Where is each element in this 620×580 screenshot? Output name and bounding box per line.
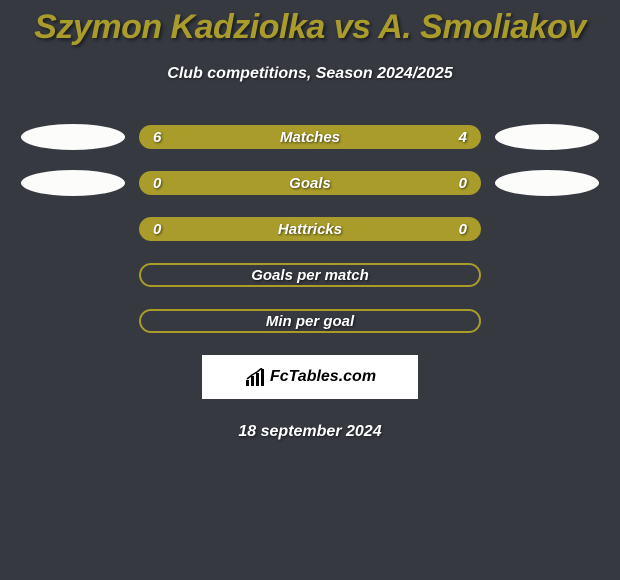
stat-label: Hattricks (278, 221, 342, 238)
logo: FcTables.com (244, 368, 376, 386)
stat-row: 0 Hattricks 0 (0, 217, 620, 241)
logo-box: FcTables.com (202, 355, 418, 399)
stat-bar-hattricks: 0 Hattricks 0 (139, 217, 481, 241)
right-value: 0 (459, 175, 467, 192)
logo-text: FcTables.com (270, 368, 376, 386)
stat-rows: 6 Matches 4 0 Goals 0 0 Hattricks 0 (0, 125, 620, 333)
stat-label: Min per goal (266, 313, 354, 330)
left-value: 0 (153, 175, 161, 192)
right-marker (495, 170, 599, 196)
right-value: 0 (459, 221, 467, 238)
stat-label: Goals per match (251, 267, 369, 284)
left-marker (21, 124, 125, 150)
stat-row: Goals per match (0, 263, 620, 287)
chart-icon (244, 368, 266, 386)
stat-bar-goals-per-match: Goals per match (139, 263, 481, 287)
stat-label: Goals (289, 175, 331, 192)
subtitle: Club competitions, Season 2024/2025 (0, 65, 620, 83)
stat-label: Matches (280, 129, 340, 146)
right-marker (495, 124, 599, 150)
page-title: Szymon Kadziolka vs A. Smoliakov (0, 8, 620, 47)
left-marker (21, 170, 125, 196)
stat-bar-matches: 6 Matches 4 (139, 125, 481, 149)
left-value: 6 (153, 129, 161, 146)
right-value: 4 (459, 129, 467, 146)
left-value: 0 (153, 221, 161, 238)
stat-row: 6 Matches 4 (0, 125, 620, 149)
stat-row: Min per goal (0, 309, 620, 333)
date-label: 18 september 2024 (0, 423, 620, 441)
comparison-card: Szymon Kadziolka vs A. Smoliakov Club co… (0, 0, 620, 441)
stat-row: 0 Goals 0 (0, 171, 620, 195)
stat-bar-goals: 0 Goals 0 (139, 171, 481, 195)
stat-bar-min-per-goal: Min per goal (139, 309, 481, 333)
